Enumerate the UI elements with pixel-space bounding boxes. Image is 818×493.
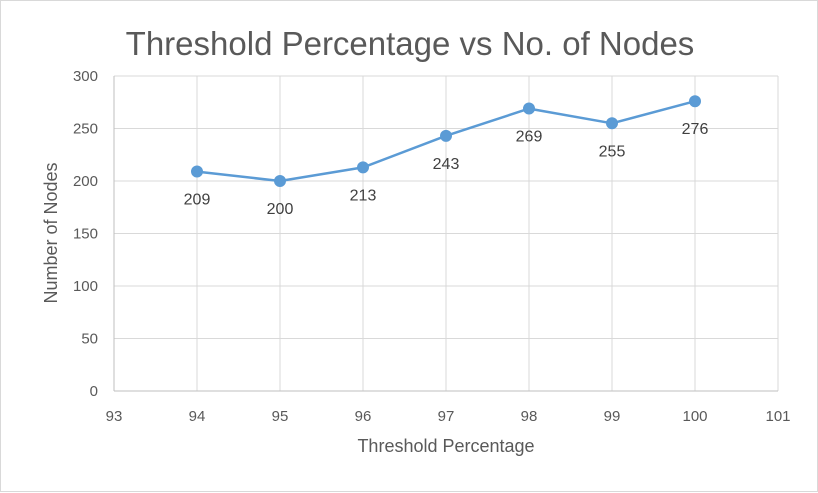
data-label: 200 [267,201,294,218]
data-point [523,102,535,115]
x-tick-label: 95 [272,408,289,425]
tick-labels: 0 50 100 150 200 250 300 93 94 95 96 97 98 99 100 101 [73,68,791,425]
x-tick-label: 94 [189,408,206,425]
x-tick-label: 96 [355,408,372,425]
series [191,95,701,187]
data-label: 213 [350,187,377,204]
data-label: 209 [184,192,211,209]
y-tick-label: 300 [73,68,98,85]
y-tick-label: 50 [81,331,98,348]
x-tick-label: 93 [106,408,123,425]
data-label: 276 [682,121,709,138]
y-tick-label: 200 [73,173,98,190]
x-tick-label: 99 [604,408,621,425]
x-tick-label: 101 [765,408,790,425]
y-tick-label: 250 [73,121,98,138]
data-point [357,161,369,174]
y-tick-label: 100 [73,278,98,295]
y-axis-title: Number of Nodes [41,162,61,303]
data-point [191,165,203,178]
grid [114,75,779,391]
x-tick-label: 100 [682,408,707,425]
data-point [606,117,618,130]
data-point [274,175,286,187]
data-point [689,95,701,108]
x-tick-label: 98 [521,408,538,425]
x-axis-title: Threshold Percentage [357,436,534,456]
data-label: 255 [599,143,626,160]
data-label: 243 [433,156,460,173]
y-tick-label: 0 [90,383,98,400]
axes [113,76,778,392]
chart-title: Threshold Percentage vs No. of Nodes [126,25,695,62]
y-tick-label: 150 [73,226,98,243]
data-label: 269 [516,129,543,146]
data-point [440,129,452,142]
x-tick-label: 97 [438,408,455,425]
data-labels: 209 200 213 243 269 255 276 [184,121,709,218]
